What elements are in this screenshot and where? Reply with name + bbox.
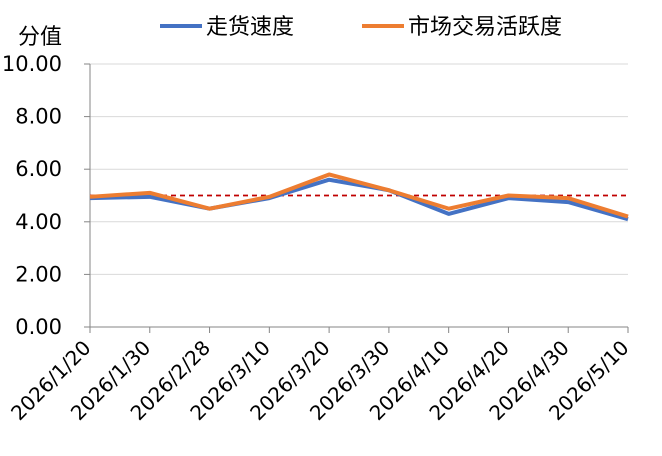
gridlines: [84, 63, 629, 333]
legend: 走货速度 市场交易活跃度: [160, 15, 562, 40]
y-tick-label: 2.00: [15, 262, 62, 286]
series-lines: [89, 172, 629, 222]
legend-label: 市场交易活跃度: [408, 15, 562, 40]
legend-label: 走货速度: [206, 15, 294, 40]
x-tick-labels: 2026/1/202026/1/302026/2/282026/3/102026…: [6, 336, 633, 425]
y-tick-labels: 0.00 2.00 4.00 6.00 8.00 10.00: [2, 52, 62, 339]
series-line-1: [89, 172, 629, 219]
y-axis-label: 分值: [18, 25, 62, 50]
y-tick-label: 0.00: [15, 315, 62, 339]
y-tick-label: 8.00: [15, 105, 62, 129]
y-tick-label: 6.00: [15, 157, 62, 181]
y-tick-label: 10.00: [2, 52, 62, 76]
y-tick-label: 4.00: [15, 210, 62, 234]
